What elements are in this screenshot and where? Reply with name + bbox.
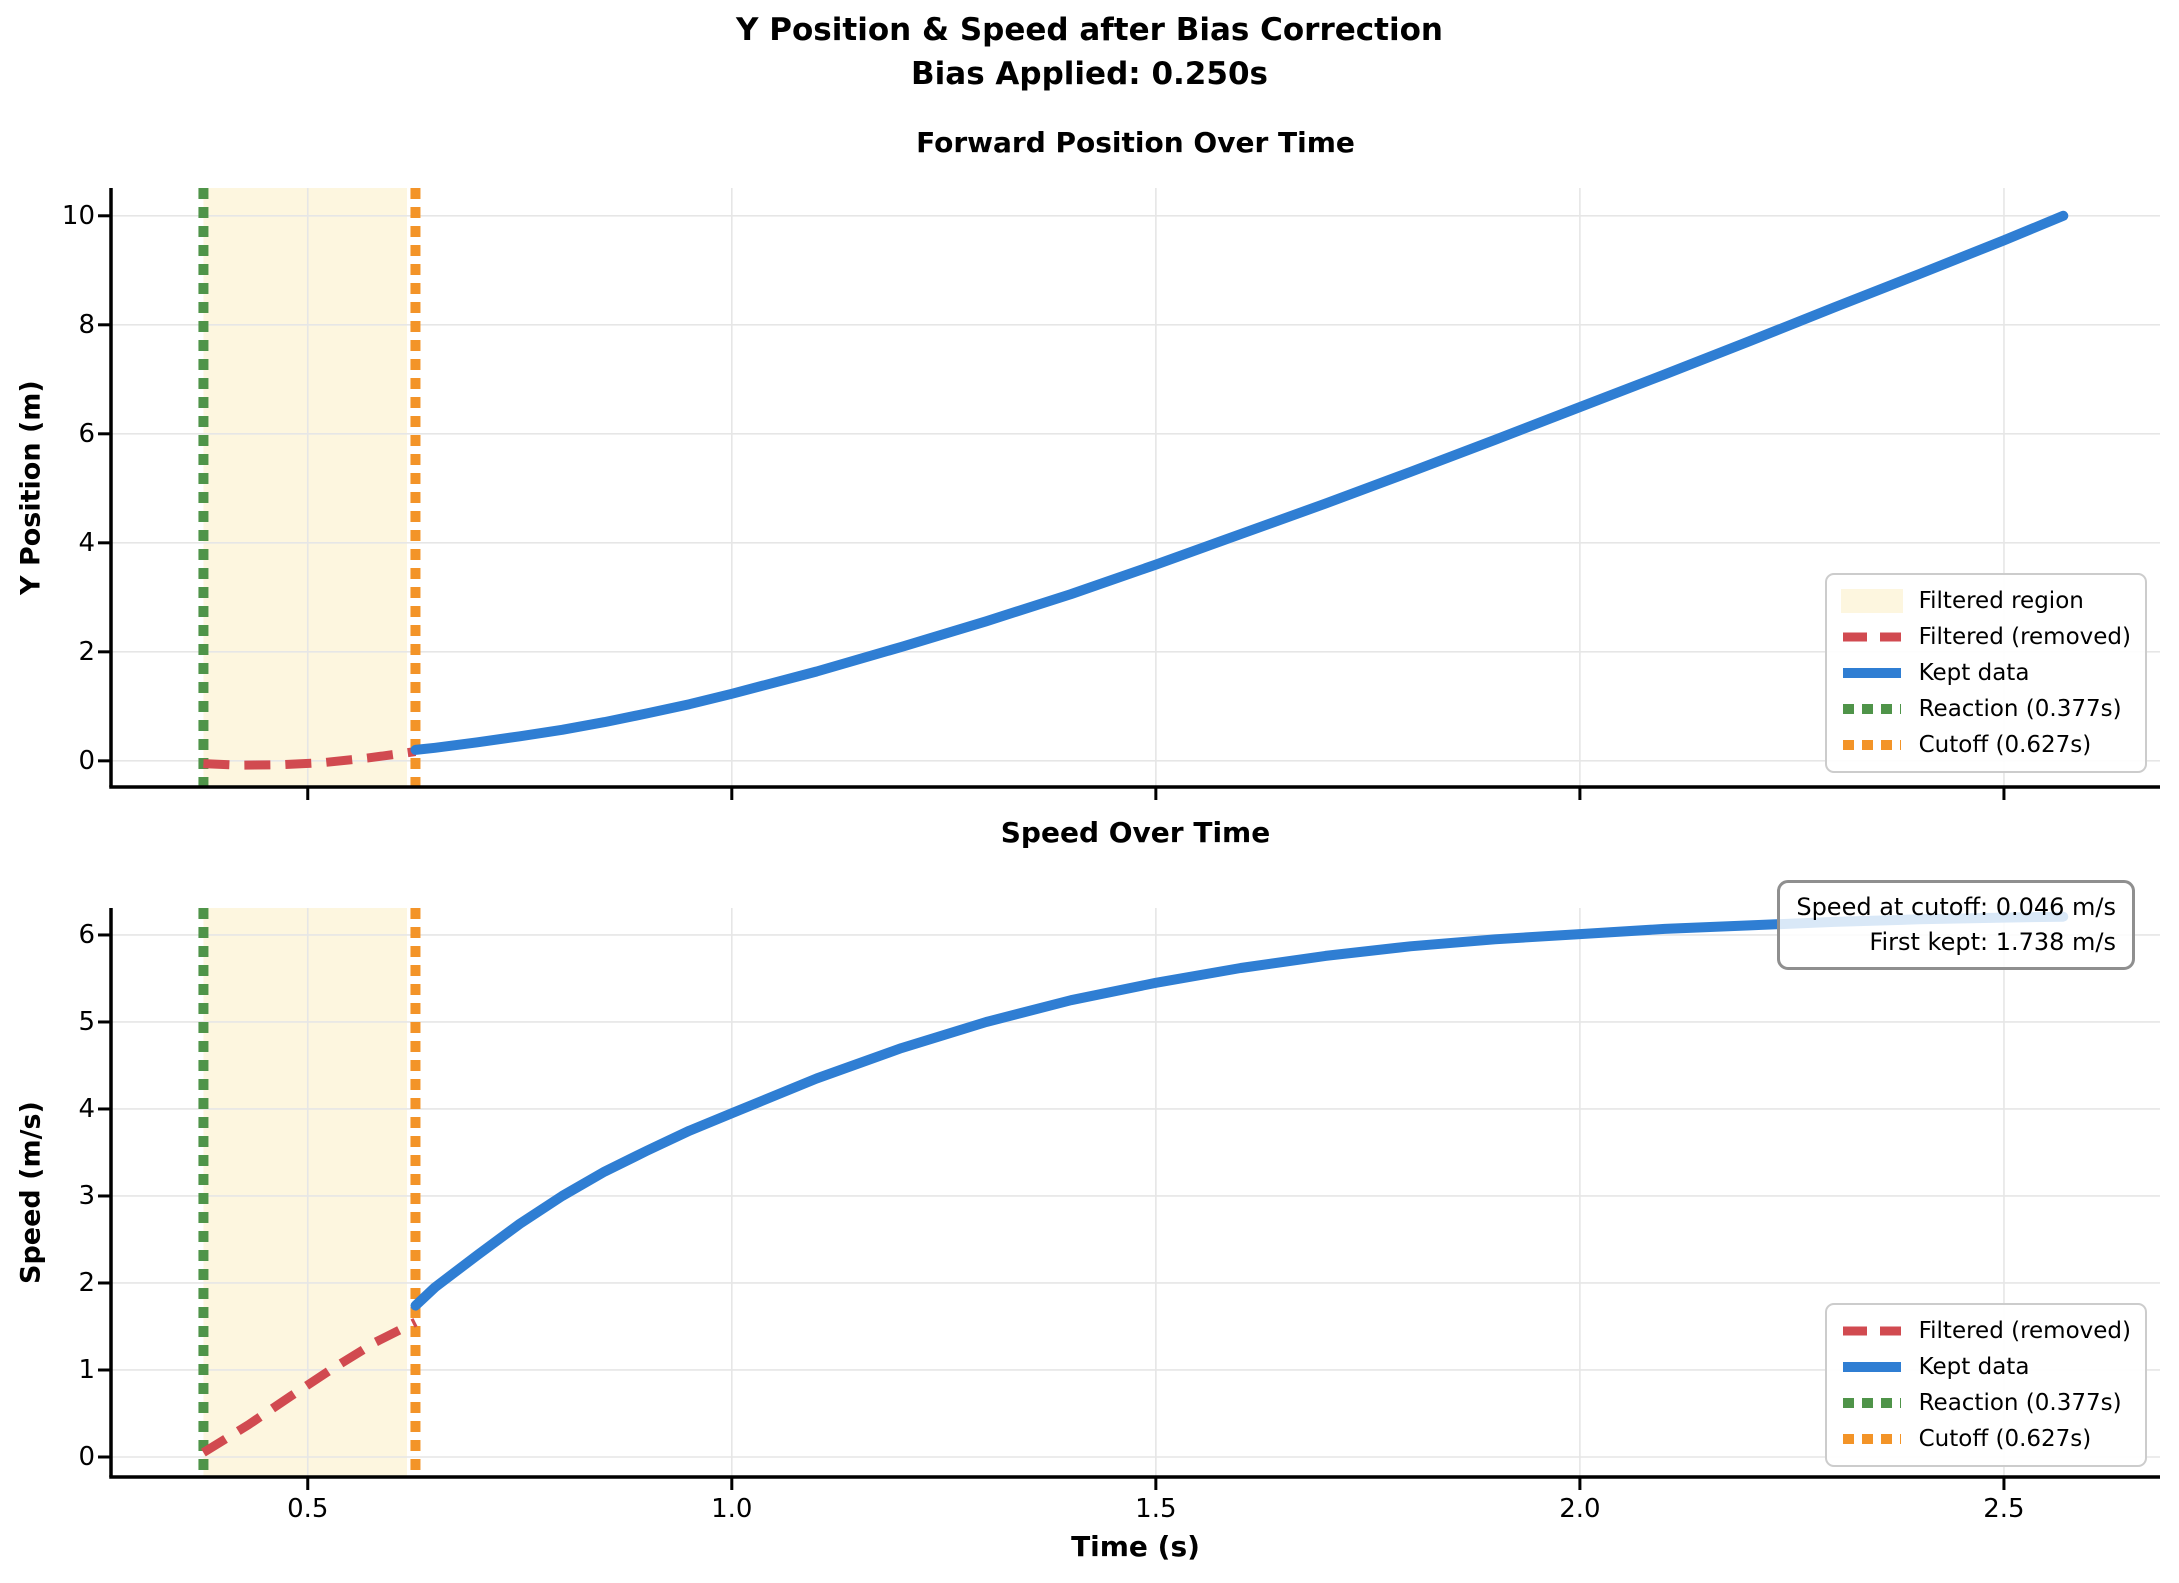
annotation-first-kept: First kept: 1.738 m/s (1869, 928, 2116, 956)
x-tick-label: 1.5 (1135, 1494, 1177, 1524)
filtered-region-span (203, 188, 407, 787)
legend-swatch-dotted (1842, 1398, 1901, 1408)
legend-entry: Filtered (removed) (1841, 1313, 2131, 1349)
legend-label: Filtered (removed) (1918, 624, 2131, 650)
legend-label: Kept data (1918, 660, 2030, 686)
legend-entry: Reaction (0.377s) (1841, 691, 2131, 727)
y-tick-label: 5 (78, 1006, 95, 1037)
legend-label: Cutoff (0.627s) (1918, 1426, 2092, 1452)
figure-title-line1: Y Position & Speed after Bias Correction (736, 12, 1443, 48)
y-tick-label: 6 (78, 919, 95, 950)
legend-label: Cutoff (0.627s) (1918, 732, 2092, 758)
y-tick-label: 4 (78, 1093, 95, 1124)
legend-swatch-dashed (1842, 1326, 1901, 1336)
legend-speed-plot: Filtered (removed) Kept data Reaction (0.3… (1824, 1303, 2147, 1467)
legend-label: Reaction (0.377s) (1918, 1390, 2122, 1416)
legend-entry: Filtered region (1840, 583, 2131, 619)
legend-entry: Kept data (1841, 1349, 2131, 1385)
subplot-title-position: Forward Position Over Time (916, 126, 1355, 159)
y-tick-label: 2 (78, 636, 95, 667)
subplot-title-speed: Speed Over Time (1000, 816, 1271, 849)
figure-title-line2: Bias Applied: 0.250s (911, 56, 1268, 92)
y-tick-label: 0 (78, 745, 95, 776)
legend-entry: Cutoff (0.627s) (1841, 727, 2131, 763)
legend-swatch-dotted (1842, 704, 1901, 714)
legend-position-plot: Filtered region Filtered (removed) Kept da… (1824, 573, 2147, 773)
x-axis-label: Time (s) (1071, 1530, 1200, 1563)
legend-swatch-dotted (1842, 1434, 1901, 1444)
figure-title: Y Position & Speed after Bias Correction… (0, 8, 2179, 96)
annotation-speed-at-cutoff: Speed at cutoff: 0.046 m/s (1796, 893, 2116, 921)
series-filtered-removed (201, 1318, 418, 1457)
x-tick-label: 0.5 (287, 1494, 329, 1524)
legend-label: Filtered region (1918, 588, 2084, 614)
x-tick-label: 2.0 (1559, 1494, 1601, 1524)
legend-swatch-solid (1842, 1362, 1901, 1372)
annotation-box: Speed at cutoff: 0.046 m/s First kept: 1… (1777, 880, 2135, 970)
y-tick-label: 2 (78, 1267, 95, 1298)
y-tick-label: 1 (78, 1354, 95, 1385)
legend-swatch-dashed (1842, 632, 1901, 642)
y-tick-label: 0 (78, 1441, 95, 1472)
y-tick-label: 3 (78, 1180, 95, 1211)
legend-swatch-solid (1842, 668, 1901, 678)
legend-label: Reaction (0.377s) (1918, 696, 2122, 722)
legend-entry: Reaction (0.377s) (1841, 1385, 2131, 1421)
series-filtered-removed (203, 747, 417, 770)
x-tick-label: 2.5 (1983, 1494, 2025, 1524)
series-kept-data (410, 911, 2069, 1311)
legend-entry: Filtered (removed) (1841, 619, 2131, 655)
y-tick-label: 10 (61, 200, 95, 231)
y-axis-label-position: Y Position (m) (15, 380, 47, 595)
y-tick-label: 4 (78, 527, 95, 558)
y-tick-label: 8 (78, 309, 95, 340)
filtered-region-span (203, 908, 407, 1477)
legend-swatch-patch (1840, 589, 1903, 613)
legend-entry: Kept data (1841, 655, 2131, 691)
legend-swatch-dotted (1842, 740, 1901, 750)
legend-entry: Cutoff (0.627s) (1841, 1421, 2131, 1457)
series-kept-data (410, 210, 2069, 755)
x-tick-label: 1.0 (711, 1494, 753, 1524)
legend-label: Kept data (1918, 1354, 2030, 1380)
y-tick-label: 6 (78, 418, 95, 449)
legend-label: Filtered (removed) (1918, 1318, 2131, 1344)
